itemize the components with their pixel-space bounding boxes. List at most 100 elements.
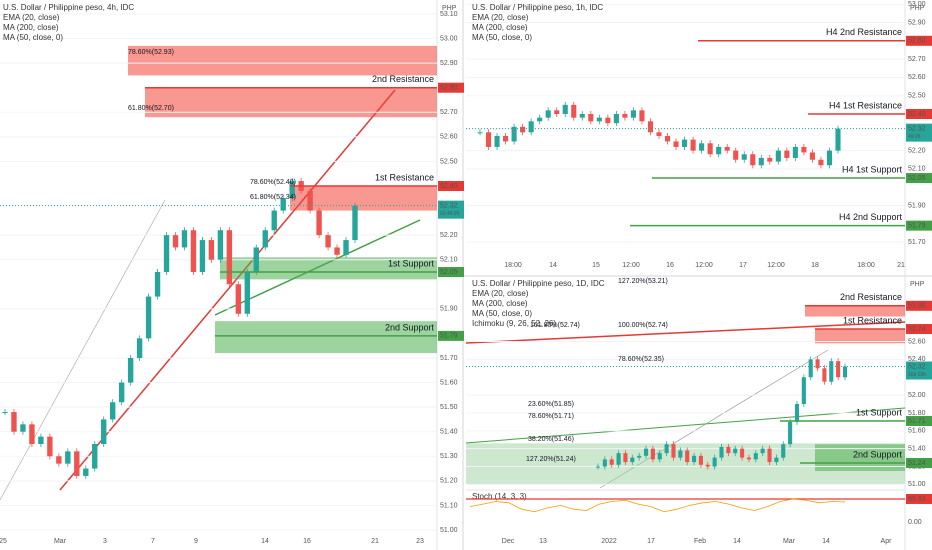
y-tick-label: 51.70 — [440, 355, 458, 362]
candle — [623, 453, 628, 463]
candle — [74, 451, 80, 476]
price-box — [906, 220, 932, 231]
y-tick-label: 52.60 — [908, 338, 926, 345]
candle — [520, 126, 526, 133]
y-tick-label: 53.00 — [908, 1, 926, 8]
candle — [289, 181, 295, 199]
candle — [647, 121, 654, 133]
candle — [707, 143, 713, 155]
y-tick-label: 52.90 — [908, 19, 926, 26]
y-tick-label: 51.40 — [440, 429, 458, 436]
level-label: 1st Resistance — [843, 315, 902, 325]
fib-label: 100.00%(52.74) — [618, 322, 668, 329]
y-tick-label: 52.10 — [440, 257, 458, 264]
candle — [842, 366, 848, 378]
chart-title: U.S. Dollar / Philippine peso, 1h, IDC — [472, 3, 603, 12]
y-tick-label: 52.70 — [908, 56, 926, 63]
candle — [788, 421, 793, 445]
candle — [127, 358, 134, 383]
x-tick-label: 17 — [739, 262, 747, 269]
candle — [172, 235, 179, 248]
price-box — [438, 330, 464, 341]
y-tick-label: 52.50 — [440, 158, 458, 165]
candle — [537, 117, 543, 122]
trend-line — [465, 321, 906, 344]
candle — [775, 150, 781, 162]
candle — [595, 466, 601, 468]
y-tick-label: 51.70 — [908, 239, 926, 246]
candle — [758, 157, 764, 166]
candle — [716, 146, 722, 155]
candle — [699, 143, 705, 151]
candle — [690, 139, 696, 151]
x-tick-label: 18:00 — [504, 262, 522, 269]
candle — [503, 135, 509, 142]
candle — [235, 284, 242, 314]
candle — [554, 110, 560, 114]
x-tick-label: 13 — [539, 538, 547, 545]
candle — [588, 114, 594, 122]
indicator-legend: EMA (20, close) — [472, 13, 529, 22]
candle — [571, 104, 577, 118]
x-tick-label: 16 — [666, 262, 674, 269]
zone — [128, 45, 437, 76]
price-box — [906, 457, 932, 468]
candle — [630, 457, 635, 463]
candle — [630, 110, 636, 118]
candle — [724, 146, 730, 151]
candle — [65, 451, 71, 464]
candle — [316, 210, 322, 236]
y-tick-label: 53.10 — [440, 11, 458, 18]
price-box-label: 52.80 — [440, 85, 458, 92]
x-tick-label: 9 — [194, 538, 198, 545]
price-box — [906, 415, 932, 426]
y-tick-label: 52.50 — [908, 93, 926, 100]
last-price-label: 52.32 — [440, 203, 458, 210]
candle — [622, 114, 628, 118]
fib-label: 61.80%(52.70) — [128, 105, 174, 112]
y-tick-label: 51.30 — [440, 453, 458, 460]
price-box-label: 52.05 — [908, 175, 926, 182]
price-box — [906, 35, 932, 46]
candle — [637, 455, 642, 458]
candle — [181, 230, 188, 248]
candle — [784, 150, 790, 158]
indicator-legend: EMA (20, close) — [3, 13, 60, 22]
currency-label: PHP — [910, 281, 925, 288]
trend-line — [465, 407, 906, 444]
candle — [56, 456, 62, 464]
candle — [671, 444, 676, 458]
y-tick-label: 51.00 — [908, 481, 926, 488]
x-tick-label: 14 — [549, 262, 557, 269]
y-tick-label: 51.50 — [440, 404, 458, 411]
price-box — [438, 267, 464, 277]
candle — [101, 419, 107, 444]
indicator-legend: MA (50, close, 0) — [472, 33, 532, 42]
x-tick-label: 15 — [592, 262, 600, 269]
x-tick-label: 12:00 — [767, 262, 785, 269]
candle — [767, 157, 773, 162]
level-label: 1st Support — [856, 407, 903, 417]
candle — [190, 230, 197, 272]
x-tick-label: Mar — [54, 538, 67, 545]
fib-label: 127.20%(51.24) — [526, 456, 576, 463]
fib-label: 78.60%(52.40) — [250, 179, 296, 186]
candle — [829, 361, 834, 382]
candle — [815, 359, 820, 369]
level-label: 2nd Support — [853, 449, 903, 459]
candle — [712, 457, 717, 467]
last-price-box — [906, 361, 932, 380]
trend-line — [59, 89, 396, 491]
candle — [605, 117, 611, 124]
candle — [705, 464, 710, 467]
x-tick-label: 14 — [733, 538, 741, 545]
candle — [352, 205, 358, 241]
x-tick-label: Mar — [783, 538, 796, 545]
candle — [685, 450, 690, 463]
fib-label: 127.20%(53.21) — [618, 278, 668, 285]
level-label: 2nd Support — [385, 322, 435, 332]
candle — [280, 198, 286, 211]
y-tick-label: 51.10 — [440, 502, 458, 509]
y-tick-label: 52.10 — [908, 166, 926, 173]
y-tick-label: 51.90 — [908, 202, 926, 209]
